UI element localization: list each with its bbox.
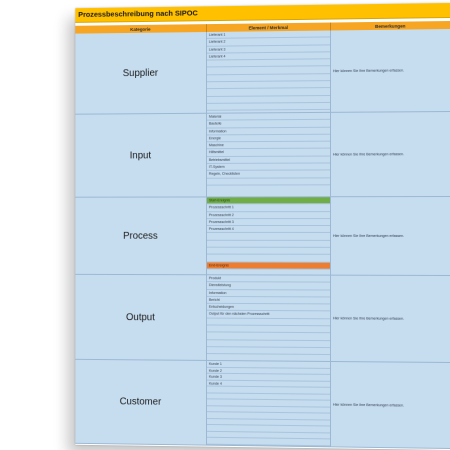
category-cell[interactable]: Process (75, 197, 207, 274)
section-supplier: Supplier Lieferant 1 Lieferant 2 Lieferant … (75, 29, 450, 115)
remarks-cell[interactable]: Hier können Sie Ihre Bemerkungen erfasse… (331, 276, 450, 362)
category-cell[interactable]: Output (75, 275, 207, 360)
element-cell[interactable] (207, 233, 330, 240)
element-cell[interactable]: Prozessschritt 3 (207, 219, 330, 226)
element-cell[interactable]: End-Ereignis (207, 262, 330, 270)
element-list: Start-Ereignis Prozessschritt 1 Prozesssch… (207, 197, 331, 274)
element-cell[interactable] (207, 178, 330, 186)
section-process: Process Start-Ereignis Prozessschritt 1 Pro… (75, 197, 450, 276)
category-cell[interactable]: Customer (75, 360, 207, 445)
element-list: Produkt Dienstleistung Information Bericht E… (207, 275, 331, 361)
spreadsheet-page: Prozessbeschreibung nach SIPOC Kategorie… (75, 3, 450, 450)
element-cell[interactable]: Prozessschritt 1 (207, 204, 330, 211)
element-cell[interactable]: Prozessschritt 4 (207, 226, 330, 233)
element-list: Material Bauteile Information Energie Maschi… (207, 113, 331, 197)
element-cell[interactable]: Prozessschritt 2 (207, 212, 330, 219)
element-cell[interactable] (207, 347, 330, 355)
remarks-cell[interactable]: Hier können Sie Ihre Bemerkungen erfasse… (331, 112, 450, 196)
element-list: Kunde 1 Kunde 2 Kunde 3 Kunde 4 (207, 361, 331, 446)
section-customer: Customer Kunde 1 Kunde 2 Kunde 3 Kunde 4 Hier… (75, 360, 450, 449)
element-cell[interactable] (207, 438, 330, 446)
section-input: Input Material Bauteile Information Energie M… (75, 112, 450, 198)
remarks-cell[interactable]: Hier können Sie Ihre Bemerkungen erfasse… (331, 29, 450, 112)
section-output: Output Produkt Dienstleistung Information Be… (75, 275, 450, 363)
category-cell[interactable]: Input (75, 114, 207, 197)
table-body: Supplier Lieferant 1 Lieferant 2 Lieferant … (75, 29, 450, 449)
element-list: Lieferant 1 Lieferant 2 Lieferant 3 Liefera… (207, 30, 331, 112)
remarks-cell[interactable]: Hier können Sie Ihre Bemerkungen erfasse… (331, 362, 450, 448)
category-cell[interactable]: Supplier (75, 32, 207, 114)
remarks-cell[interactable]: Hier können Sie Ihre Bemerkungen erfasse… (331, 197, 450, 275)
element-cell[interactable] (207, 103, 330, 111)
